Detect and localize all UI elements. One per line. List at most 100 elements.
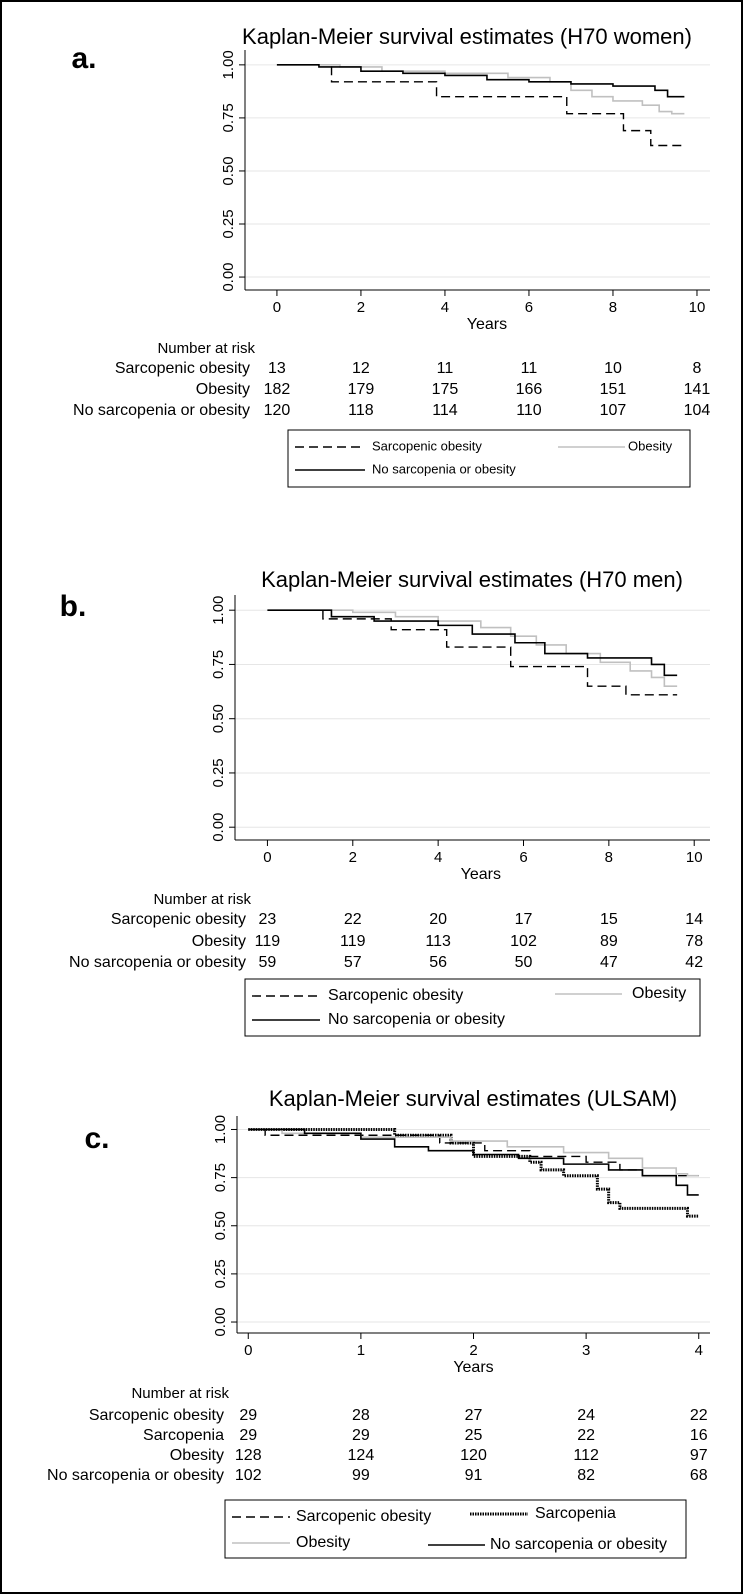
risk-count: 27 [465, 1407, 483, 1424]
risk-count: 119 [255, 933, 281, 950]
risk-count: 13 [268, 360, 286, 377]
x-tick-label: 0 [273, 299, 281, 316]
risk-count: 11 [521, 360, 538, 377]
risk-row-label: Sarcopenic obesity [111, 911, 246, 928]
x-tick-label: 4 [441, 299, 449, 316]
risk-count: 113 [425, 933, 451, 950]
y-tick-label: 0.50 [210, 704, 227, 733]
risk-count: 120 [264, 402, 291, 419]
panel-label: a. [71, 42, 96, 75]
y-tick-label: 1.00 [220, 50, 237, 79]
risk-count: 141 [684, 381, 711, 398]
risk-count: 23 [259, 911, 277, 928]
legend-label: Sarcopenia [535, 1505, 616, 1522]
risk-row-label: No sarcopenia or obesity [69, 954, 246, 971]
risk-count: 89 [600, 933, 618, 950]
legend-label: Obesity [296, 1534, 350, 1551]
x-axis-title: Years [467, 316, 507, 333]
chart-title: Kaplan-Meier survival estimates (ULSAM) [269, 1086, 677, 1111]
legend-label: Obesity [628, 438, 673, 453]
legend-box [224, 1499, 687, 1559]
risk-count: 20 [429, 911, 447, 928]
y-tick-label: 0.75 [220, 103, 237, 132]
risk-table-title: Number at risk [157, 340, 255, 357]
y-tick-label: 0.75 [210, 650, 227, 679]
y-tick-label: 0.25 [212, 1259, 229, 1288]
risk-row-label: Sarcopenia [143, 1427, 224, 1444]
risk-count: 17 [515, 911, 533, 928]
x-tick-label: 3 [582, 1342, 590, 1359]
survival-curve [276, 64, 685, 115]
x-tick-label: 6 [519, 849, 527, 866]
risk-count: 118 [348, 402, 374, 419]
risk-row-label: Sarcopenic obesity [89, 1407, 224, 1424]
risk-count: 128 [235, 1447, 262, 1464]
legend-box [287, 429, 691, 488]
risk-count: 59 [259, 954, 277, 971]
risk-count: 47 [600, 954, 618, 971]
risk-count: 107 [600, 402, 627, 419]
x-tick-label: 2 [349, 849, 357, 866]
risk-count: 112 [573, 1447, 599, 1464]
risk-count: 15 [600, 911, 618, 928]
risk-count: 14 [685, 911, 703, 928]
y-tick-label: 0.25 [210, 758, 227, 787]
risk-row-label: Obesity [192, 933, 246, 950]
risk-count: 82 [577, 1467, 595, 1484]
risk-row-label: Sarcopenic obesity [115, 360, 250, 377]
risk-count: 28 [352, 1407, 370, 1424]
risk-count: 29 [239, 1407, 257, 1424]
risk-count: 25 [465, 1427, 483, 1444]
risk-count: 11 [437, 360, 454, 377]
risk-count: 97 [690, 1447, 708, 1464]
legend-label: Sarcopenic obesity [296, 1508, 431, 1525]
legend-label: No sarcopenia or obesity [372, 461, 516, 476]
risk-count: 78 [685, 933, 703, 950]
risk-row-label: No sarcopenia or obesity [73, 402, 250, 419]
risk-count: 12 [352, 360, 370, 377]
x-axis-title: Years [453, 1359, 493, 1376]
survival-curve [248, 1128, 699, 1196]
risk-count: 16 [690, 1427, 708, 1444]
risk-table-title: Number at risk [131, 1385, 229, 1402]
legend-label: Obesity [632, 985, 686, 1002]
risk-count: 120 [460, 1447, 487, 1464]
legend-label: Sarcopenic obesity [372, 438, 482, 453]
risk-count: 179 [348, 381, 375, 398]
risk-count: 42 [685, 954, 703, 971]
risk-count: 114 [432, 402, 458, 419]
survival-curve [276, 64, 685, 98]
risk-count: 99 [352, 1467, 370, 1484]
legend-label: No sarcopenia or obesity [328, 1011, 505, 1028]
y-tick-label: 0.75 [212, 1163, 229, 1192]
y-tick-label: 0.00 [210, 813, 227, 842]
legend-label: Sarcopenic obesity [328, 987, 463, 1004]
y-tick-label: 0.00 [212, 1307, 229, 1336]
x-tick-label: 2 [357, 299, 365, 316]
y-tick-label: 0.50 [212, 1211, 229, 1240]
x-tick-label: 8 [609, 299, 617, 316]
survival-curve [267, 609, 678, 677]
risk-count: 57 [344, 954, 362, 971]
risk-count: 91 [465, 1467, 483, 1484]
risk-row-label: No sarcopenia or obesity [47, 1467, 224, 1484]
risk-count: 175 [432, 381, 459, 398]
risk-count: 182 [264, 381, 291, 398]
y-tick-label: 1.00 [210, 596, 227, 625]
y-tick-label: 0.25 [220, 209, 237, 238]
legend-box [244, 978, 701, 1037]
risk-count: 22 [577, 1427, 595, 1444]
y-tick-label: 0.50 [220, 156, 237, 185]
legend-label: No sarcopenia or obesity [490, 1536, 667, 1553]
panel-label: b. [60, 590, 87, 623]
risk-count: 151 [600, 381, 627, 398]
risk-count: 166 [516, 381, 543, 398]
risk-count: 68 [690, 1467, 708, 1484]
chart-title: Kaplan-Meier survival estimates (H70 wom… [242, 24, 692, 49]
risk-count: 102 [510, 933, 537, 950]
survival-curve [267, 609, 678, 696]
y-tick-label: 1.00 [212, 1115, 229, 1144]
risk-count: 10 [604, 360, 622, 377]
x-tick-label: 10 [689, 299, 706, 316]
